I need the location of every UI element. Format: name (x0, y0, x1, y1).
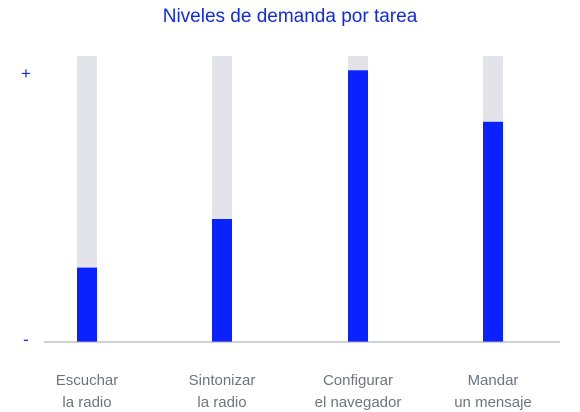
x-tick-label-3-line-1: Configurar (323, 372, 393, 389)
x-tick-label-2-line-1: Sintonizar (189, 372, 256, 389)
x-tick-label-3-line-2: el navegador (315, 394, 402, 411)
chart-title: Niveles de demanda por tarea (163, 6, 418, 27)
y-tick-max: + (21, 64, 31, 83)
y-tick-min: - (23, 330, 29, 349)
x-tick-label-1-line-1: Escuchar (56, 372, 119, 389)
x-tick-label-2-line-2: la radio (197, 394, 246, 411)
x-tick-label-1-line-2: la radio (62, 394, 111, 411)
bar-group (77, 56, 503, 343)
bar-4 (483, 121, 503, 342)
x-tick-labels: Escuchar la radio Sintonizar la radio Config… (56, 372, 532, 411)
x-tick-label-4-line-1: Mandar (468, 372, 519, 389)
bar-3 (348, 70, 368, 343)
bar-2 (212, 219, 232, 342)
bar-1 (77, 267, 97, 342)
x-tick-label-4-line-2: un mensaje (454, 394, 532, 411)
